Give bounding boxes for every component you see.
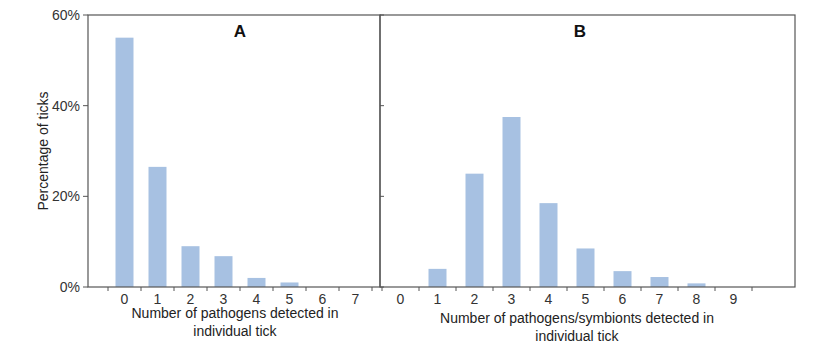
bar: [503, 117, 521, 287]
x-tick-label: 3: [220, 291, 228, 307]
y-tick: [83, 15, 88, 16]
y-tick: [83, 105, 88, 106]
x-tick-label: 6: [619, 291, 627, 307]
y-tick: [380, 15, 384, 16]
x-band-tick: [339, 287, 340, 291]
x-band-tick: [678, 287, 679, 291]
y-tick: [83, 287, 88, 288]
x-band-tick: [493, 287, 494, 291]
y-tick-label: 0%: [60, 279, 80, 295]
bar: [429, 269, 447, 287]
y-tick: [83, 196, 88, 197]
panel-frame: [88, 15, 380, 287]
x-tick-label: 0: [121, 291, 129, 307]
x-tick-label: 6: [319, 291, 327, 307]
panel-title: B: [574, 22, 586, 41]
x-tick-label: 4: [253, 291, 261, 307]
x-band-tick: [567, 287, 568, 291]
bar: [182, 246, 200, 287]
x-tick-label: 1: [434, 291, 442, 307]
x-tick-label: 9: [730, 291, 738, 307]
x-tick-label: 7: [352, 291, 360, 307]
x-axis-label: Number of pathogens detected in individu…: [110, 304, 360, 340]
x-band-tick: [273, 287, 274, 291]
chart-container: 0% 20% 40% 60% 0 1 2 3 4 5 6 7 A Percentage of ticks 0…: [0, 0, 830, 363]
bar: [614, 271, 632, 287]
x-tick-label: 2: [187, 291, 195, 307]
x-band-tick: [306, 287, 307, 291]
panel-frame: [380, 15, 795, 287]
y-tick-label: 40%: [52, 98, 80, 114]
x-band-tick: [382, 287, 383, 291]
x-tick-label: 5: [286, 291, 294, 307]
x-tick-label: 3: [508, 291, 516, 307]
bars: [429, 117, 706, 287]
x-axis-label: Number of pathogens/symbionts detected i…: [412, 309, 742, 345]
x-tick-label: 4: [545, 291, 553, 307]
x-band-tick: [604, 287, 605, 291]
x-band-tick: [530, 287, 531, 291]
bar: [651, 277, 669, 287]
bars: [116, 38, 299, 287]
bar: [215, 256, 233, 287]
y-axis-label: Percentage of ticks: [35, 91, 51, 210]
x-band-tick: [207, 287, 208, 291]
x-band-tick: [752, 287, 753, 291]
panel-title: A: [234, 22, 246, 41]
x-band-tick: [419, 287, 420, 291]
y-tick-label: 20%: [52, 188, 80, 204]
x-band-tick: [108, 287, 109, 291]
x-tick-label: 7: [656, 291, 664, 307]
x-band-tick: [141, 287, 142, 291]
bar: [116, 38, 134, 287]
y-tick: [380, 105, 384, 106]
x-tick-label: 0: [397, 291, 405, 307]
x-tick-label: 8: [693, 291, 701, 307]
bar: [248, 278, 266, 287]
bar: [466, 174, 484, 287]
x-tick-label: 5: [582, 291, 590, 307]
chart-svg: 0% 20% 40% 60% 0 1 2 3 4 5 6 7 A Percentage of ticks 0…: [0, 0, 830, 363]
x-band-tick: [174, 287, 175, 291]
y-tick-label: 60%: [52, 7, 80, 23]
bar: [577, 248, 595, 287]
x-band-tick: [641, 287, 642, 291]
x-band-tick: [715, 287, 716, 291]
y-tick: [380, 196, 384, 197]
bar: [281, 282, 299, 287]
bar: [540, 203, 558, 287]
x-band-tick: [240, 287, 241, 291]
x-band-tick: [456, 287, 457, 291]
x-band-tick: [372, 287, 373, 291]
bar: [149, 167, 167, 287]
x-tick-label: 1: [154, 291, 162, 307]
x-tick-label: 2: [471, 291, 479, 307]
